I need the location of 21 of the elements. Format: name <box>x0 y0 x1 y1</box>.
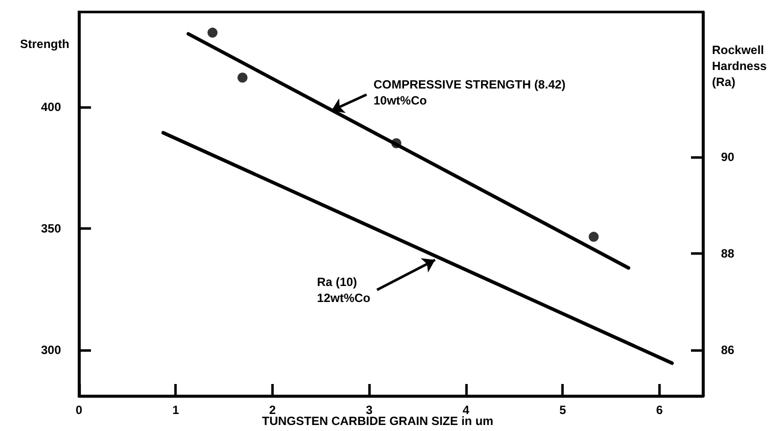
y2-tick-label: 86 <box>721 343 735 358</box>
annotation: COMPRESSIVE STRENGTH (8.42) 10wt%Co <box>374 78 566 108</box>
point <box>588 232 599 242</box>
x-tick-label: 5 <box>559 403 566 417</box>
x-tick-label: 3 <box>366 403 373 417</box>
y-axis-title: Strength <box>20 37 70 51</box>
x-axis-title: TUNGSTEN CARBIDE GRAIN SIZE in um <box>262 414 494 428</box>
point <box>238 72 248 83</box>
y2-axis-title: Rockwell Hardness (Ra) <box>712 43 768 89</box>
x-tick-label: 6 <box>656 403 664 417</box>
y-tick-label: 400 <box>40 100 62 114</box>
x-tick-label: 4 <box>462 403 470 417</box>
y-tick-label: 300 <box>40 342 62 357</box>
x-tick-label: 2 <box>269 403 276 417</box>
y-tick-label: 350 <box>40 221 62 236</box>
y2-tick-label: 88 <box>721 246 735 261</box>
annotation: Ra (10) 12wt%Co <box>317 274 370 305</box>
x-tick-label: 1 <box>172 403 180 417</box>
x-tick-label: 0 <box>76 403 83 417</box>
y2-tick-label: 90 <box>721 150 735 164</box>
point <box>208 28 218 38</box>
